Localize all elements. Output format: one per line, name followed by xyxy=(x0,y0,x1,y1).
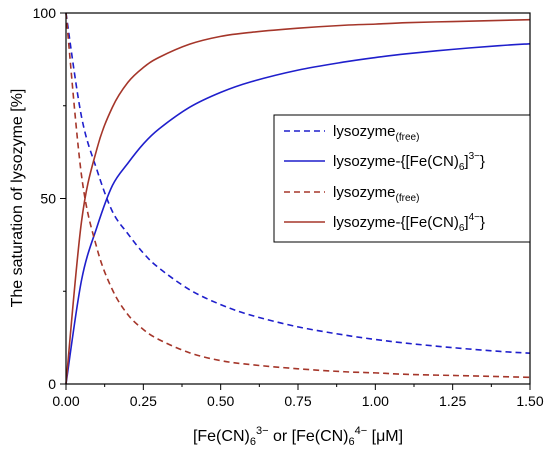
x-tick-label: 0.00 xyxy=(52,393,79,409)
y-tick-label: 0 xyxy=(48,376,56,392)
legend-label-4: lysozyme-{[Fe(CN)6]4−} xyxy=(333,212,485,234)
y-tick-label: 50 xyxy=(40,191,56,207)
series-line-4 xyxy=(65,18,531,385)
x-tick-label: 0.50 xyxy=(207,393,234,409)
legend-box xyxy=(273,114,531,243)
x-tick-label: 0.25 xyxy=(130,393,157,409)
series-line-2 xyxy=(65,42,531,385)
x-tick-label: 1.25 xyxy=(439,393,466,409)
x-label-sub2: 6 xyxy=(349,436,355,448)
x-label-part2: or [Fe(CN) xyxy=(269,428,349,445)
series-line-1 xyxy=(65,12,531,355)
ticks-layer: 0.00 0.25 0.50 0.75 1.00 1.25 1.50 0 50 100 xyxy=(33,5,544,409)
x-label-part3: [μM] xyxy=(367,428,403,445)
y-axis-label: The saturation of lysozyme [%] xyxy=(9,89,26,308)
x-tick-label: 0.75 xyxy=(284,393,311,409)
x-axis-label: [Fe(CN)63− or [Fe(CN)64− [μM] xyxy=(193,425,403,448)
legend-label-3: lysozyme(free) xyxy=(333,184,419,204)
x-label-sup1: 3− xyxy=(256,425,269,437)
legend-label-1: lysozyme(free) xyxy=(333,123,419,143)
series-layer xyxy=(65,12,531,385)
series-line-3 xyxy=(65,12,531,379)
x-tick-label: 1.00 xyxy=(362,393,389,409)
y-tick-label: 100 xyxy=(33,5,57,21)
x-label-sub1: 6 xyxy=(250,436,256,448)
x-tick-label: 1.50 xyxy=(516,393,543,409)
x-label-sup2: 4− xyxy=(355,425,368,437)
legend: lysozyme(free) lysozyme-{[Fe(CN)6]3−} ly… xyxy=(273,114,531,243)
x-label-part1: [Fe(CN) xyxy=(193,428,250,445)
legend-label-2: lysozyme-{[Fe(CN)6]3−} xyxy=(333,151,485,173)
